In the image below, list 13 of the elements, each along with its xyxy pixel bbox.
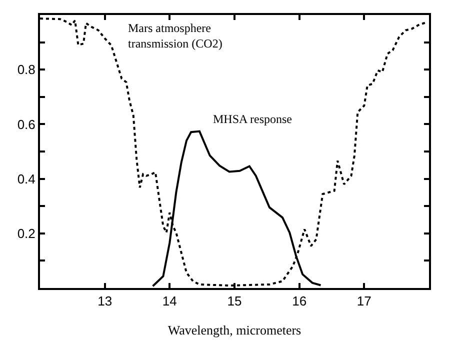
x-tick-label: 17: [356, 294, 372, 309]
y-tick-label: 0.8: [17, 62, 36, 78]
x-axis-title: Wavelength, micrometers: [168, 322, 302, 338]
x-tick-label: 15: [227, 294, 242, 309]
y-tick-label: 0.2: [17, 226, 36, 241]
x-tick-label: 14: [162, 294, 177, 309]
x-tick-label: 13: [98, 294, 112, 309]
line-series: [40, 18, 427, 287]
annotation: MHSA response: [213, 112, 292, 126]
x-tick-label: 16: [292, 294, 307, 309]
y-tick-label: 0.6: [17, 116, 36, 132]
y-tick-label: 0.4: [17, 171, 36, 186]
annotation: Mars atmosphere transmission (CO2): [128, 21, 222, 51]
